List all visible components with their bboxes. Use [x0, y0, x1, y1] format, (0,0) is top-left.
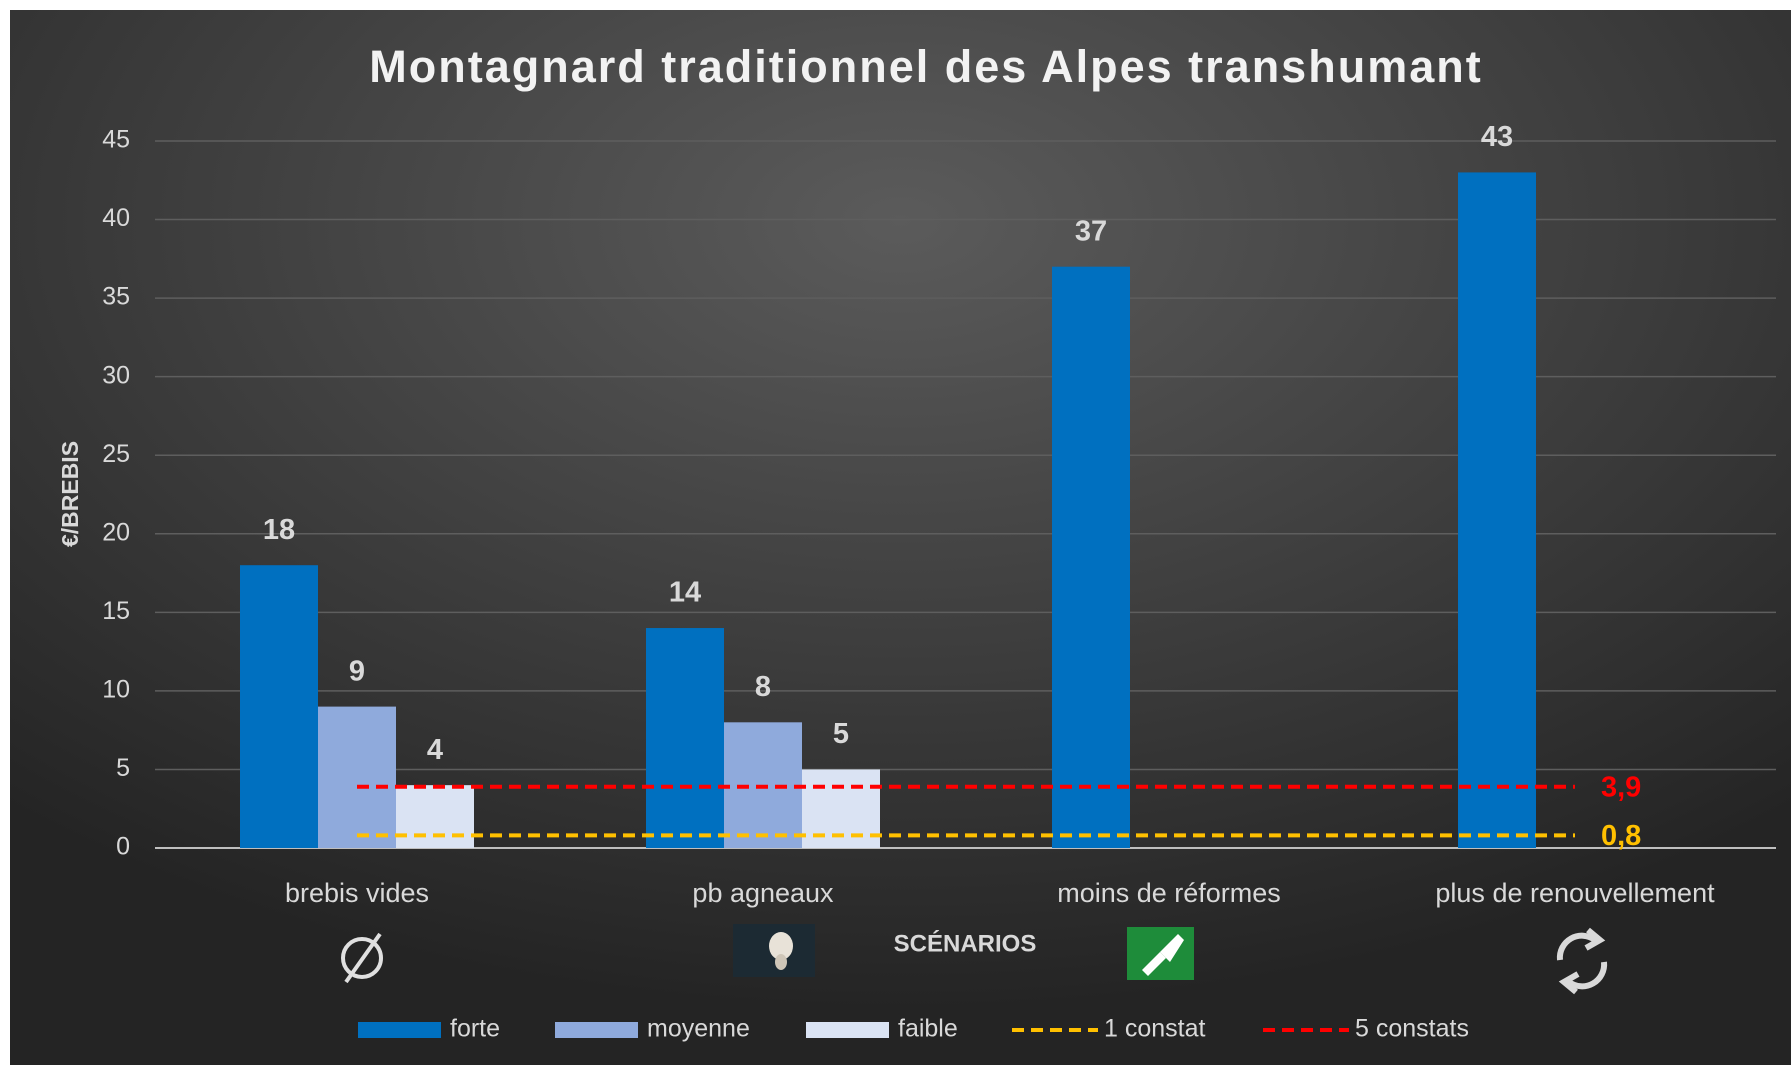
y-tick-label: 30 [102, 361, 130, 389]
value-label: 14 [669, 577, 701, 609]
y-tick-label: 35 [102, 283, 130, 311]
y-tick-label: 5 [116, 754, 130, 782]
y-tick-label: 45 [102, 126, 130, 154]
icon-renew [1556, 927, 1608, 995]
bar [318, 706, 396, 848]
y-tick-label: 20 [102, 518, 130, 546]
value-label: 0,8 [1601, 820, 1641, 852]
legend-label: 5 constats [1355, 1015, 1469, 1043]
x-tick-label: brebis vides [285, 878, 429, 908]
legend-label: 1 constat [1104, 1015, 1206, 1043]
y-tick-label: 15 [102, 597, 130, 625]
bar [646, 628, 724, 848]
x-tick-label: pb agneaux [692, 878, 834, 908]
value-label: 37 [1075, 215, 1107, 247]
icon-empty [341, 932, 383, 984]
y-tick-label: 0 [116, 833, 130, 861]
y-axis-title: €/BREBIS [57, 441, 83, 547]
x-tick-label: plus de renouvellement [1435, 878, 1715, 908]
icon-sheep [733, 924, 815, 977]
bar [1052, 266, 1130, 848]
chart-title: Montagnard traditionnel des Alpes transh… [369, 41, 1482, 92]
y-tick-label: 10 [102, 675, 130, 703]
legend-swatch [555, 1022, 638, 1038]
bar [396, 785, 474, 848]
value-label: 9 [349, 655, 365, 687]
y-tick-label: 25 [102, 440, 130, 468]
legend-label: moyenne [647, 1015, 750, 1043]
y-tick-label: 40 [102, 204, 130, 232]
value-label: 4 [427, 734, 443, 766]
value-label: 3,9 [1601, 771, 1641, 803]
value-label: 8 [755, 671, 771, 703]
value-label: 18 [263, 514, 295, 546]
legend-label: faible [898, 1015, 958, 1043]
bar [1458, 172, 1536, 848]
legend-swatch [806, 1022, 889, 1038]
legend-swatch [358, 1022, 441, 1038]
x-tick-label: moins de réformes [1057, 878, 1281, 908]
bar [240, 565, 318, 848]
legend-label: forte [450, 1015, 500, 1043]
value-label: 43 [1481, 121, 1513, 153]
icon-knife [1127, 927, 1194, 980]
value-label: 5 [833, 718, 849, 750]
x-axis-title: SCÉNARIOS [894, 929, 1037, 957]
